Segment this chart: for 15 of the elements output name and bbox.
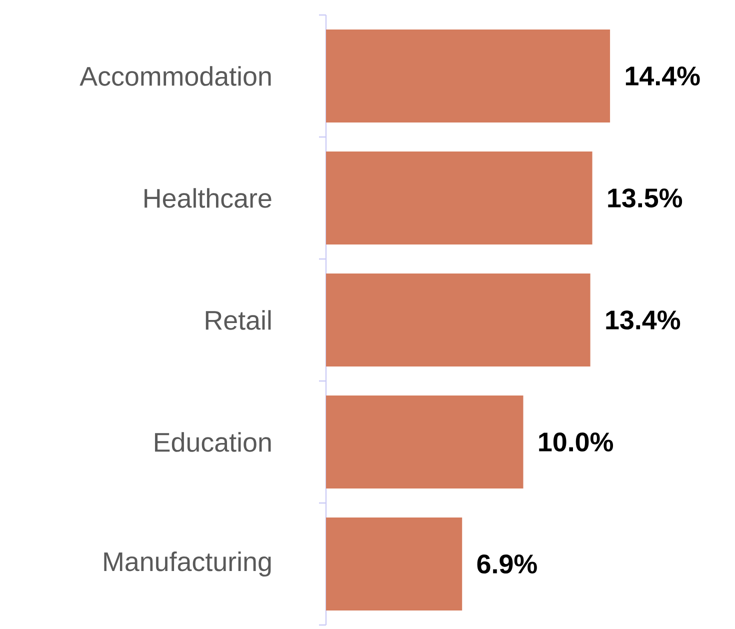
- data-label: 14.4%: [626, 66, 700, 86]
- data-label: 10.0%: [539, 432, 614, 452]
- y-tick-label: Retail: [206, 310, 271, 330]
- data-label: 13.4%: [606, 310, 680, 330]
- bar: [326, 152, 592, 245]
- y-tick-label: Accommodation: [80, 66, 271, 86]
- bar: [326, 518, 462, 611]
- bar: [326, 30, 610, 123]
- bar: [326, 274, 590, 367]
- data-label: 13.5%: [608, 188, 682, 208]
- data-label: 6.9%: [477, 554, 537, 574]
- y-tick-label: Education: [155, 432, 271, 452]
- bar: [326, 396, 524, 489]
- y-tick-label: Manufacturing: [104, 551, 271, 577]
- y-tick-label: Healthcare: [144, 188, 272, 208]
